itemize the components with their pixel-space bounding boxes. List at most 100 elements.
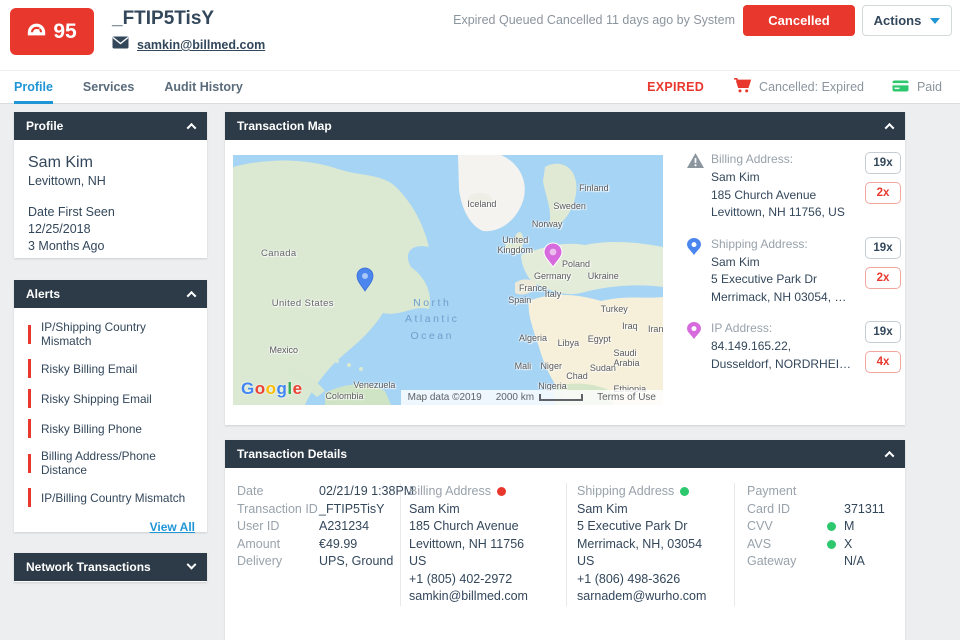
alert-severity-bar [28, 453, 31, 473]
address-summary-column: Billing Address: Sam Kim 185 Church Aven… [687, 152, 901, 388]
detail-row: Date 02/21/19 1:38PM [237, 484, 415, 498]
terms-of-use-link[interactable]: Terms of Use [590, 390, 663, 405]
order-status: Cancelled: Expired [734, 78, 864, 96]
map-label: Chad [566, 371, 588, 382]
alerts-panel: Alerts IP/Shipping Country Mismatch Risk… [14, 280, 207, 534]
alert-item: IP/Shipping Country Mismatch [28, 320, 195, 348]
details-meta-column: Date 02/21/19 1:38PM Transaction ID _FTI… [237, 483, 415, 606]
transaction-details-header[interactable]: Transaction Details [225, 440, 905, 468]
map-label: Sudan [589, 362, 616, 373]
alert-severity-bar [28, 324, 31, 344]
tabs: Profile Services Audit History [14, 71, 273, 104]
alert-severity-bar [28, 419, 31, 438]
map-label: Mexico [269, 345, 299, 355]
chevron-up-icon [186, 290, 197, 301]
cancelled-status-button[interactable]: Cancelled [743, 5, 855, 36]
address-card: Shipping Address: Sam Kim 5 Executive Pa… [687, 236, 901, 307]
view-all-link[interactable]: View All [149, 520, 195, 534]
status-history-text: Expired Queued Cancelled 11 days ago by … [453, 13, 735, 27]
cart-icon [734, 78, 752, 96]
transaction-map-header[interactable]: Transaction Map [225, 112, 905, 140]
profile-panel-header[interactable]: Profile [14, 112, 207, 140]
map-label: Nigeria [538, 381, 567, 392]
payment-status: Paid [892, 80, 942, 95]
map-label: Iran [647, 323, 663, 334]
count-badge-grey[interactable]: 19x [865, 152, 901, 174]
risk-score-badge: 95 [10, 8, 94, 55]
map-label: Libya [557, 337, 580, 348]
map-label: United States [271, 297, 334, 309]
map-label: Venezuela [353, 380, 396, 390]
map-label: Ukraine [587, 271, 619, 282]
map-pin-shipping [356, 267, 374, 292]
billing-address-heading: Billing Address [409, 484, 491, 498]
tab[interactable]: Services [82, 80, 135, 94]
address-type-label: IP Address: [711, 321, 773, 335]
customer-name: Sam Kim [28, 154, 93, 171]
map-attribution: Map data ©2019 2000 km Terms of Use [400, 390, 663, 405]
chevron-up-icon [884, 450, 895, 461]
chevron-down-icon [186, 559, 197, 570]
tab-bar: Profile Services Audit History EXPIRED C… [0, 70, 960, 104]
payment-status-dot [827, 522, 836, 532]
alert-item: Risky Shipping Email [28, 389, 195, 408]
map-label: Iraq [622, 321, 638, 332]
map-label: Iceland [467, 198, 497, 209]
map-label: Egypt [587, 333, 611, 344]
first-seen-date: 12/25/2018 [28, 222, 91, 236]
map-pin-icon-blue [687, 237, 711, 260]
first-seen-label: Date First Seen [28, 205, 115, 219]
alert-item: Risky Billing Phone [28, 419, 195, 438]
map-label: Sweden [553, 201, 586, 212]
credit-card-icon [892, 80, 909, 95]
network-transactions-panel: Network Transactions [14, 553, 207, 582]
first-seen-ago: 3 Months Ago [28, 239, 105, 253]
payment-row: Card ID 371311 [747, 501, 885, 516]
details-billing-column: Billing Address Sam Kim 185 Church Avenu… [401, 483, 567, 606]
map-pin-icon-pink [687, 322, 711, 344]
tab[interactable]: Profile [14, 71, 53, 104]
transaction-map-panel: Transaction Map [225, 112, 905, 425]
tab[interactable]: Audit History [164, 80, 243, 94]
billing-address-lines: Sam Kim 185 Church Avenue Levittown, NH … [409, 501, 528, 604]
map-label: North Atlantic Ocean [405, 297, 460, 342]
address-card: IP Address: 84.149.165.22, Dusseldorf, N… [687, 321, 901, 373]
alert-severity-bar [28, 359, 31, 378]
count-badge-red[interactable]: 2x [865, 266, 901, 289]
shipping-address-lines: Sam Kim 5 Executive Park Dr Merrimack, N… [577, 501, 707, 604]
customer-email-link[interactable]: samkin@billmed.com [137, 38, 266, 52]
address-lines: Sam Kim 185 Church Avenue Levittown, NH … [711, 170, 845, 219]
payment-row: Gateway N/A [747, 554, 865, 568]
count-badge-red[interactable]: 4x [865, 351, 901, 373]
google-logo[interactable]: Google [241, 379, 303, 398]
chevron-down-icon [930, 17, 941, 24]
map-label: Spain [508, 295, 532, 305]
network-transactions-header[interactable]: Network Transactions [14, 553, 207, 581]
count-badge-grey[interactable]: 19x [865, 321, 901, 343]
alerts-panel-header[interactable]: Alerts [14, 280, 207, 308]
detail-row: Transaction ID _FTIP5TisY [237, 501, 385, 516]
count-badge-red[interactable]: 2x [865, 182, 901, 204]
expired-flag: EXPIRED [647, 80, 705, 94]
map-label: Niger [540, 361, 562, 372]
google-map[interactable]: Canada United States Mexico Colombia Ven… [233, 155, 663, 405]
detail-row: User ID A231234 [237, 519, 370, 533]
shipping-address-heading: Shipping Address [577, 484, 675, 498]
address-type-label: Shipping Address: [711, 236, 808, 251]
map-label: United Kingdom [497, 235, 533, 255]
customer-location: Levittown, NH [28, 174, 106, 188]
map-label: Mali [514, 361, 532, 372]
chevron-up-icon [186, 122, 197, 133]
map-label: Ethiopia [613, 383, 647, 394]
transaction-title: _FTIP5TisY [112, 8, 215, 29]
warning-triangle-icon [687, 153, 711, 173]
address-lines: Sam Kim 5 Executive Park Dr Merrimack, N… [711, 254, 847, 304]
address-type-label: Billing Address: [711, 152, 794, 166]
count-badge-grey[interactable]: 19x [865, 236, 901, 259]
detail-row: Amount €49.99 [237, 536, 358, 551]
scale-bar-icon [539, 394, 584, 401]
map-data-credit: Map data ©2019 [400, 390, 489, 405]
actions-dropdown-button[interactable]: Actions [862, 5, 952, 36]
envelope-icon [112, 36, 129, 54]
map-pin-ip [543, 242, 563, 268]
